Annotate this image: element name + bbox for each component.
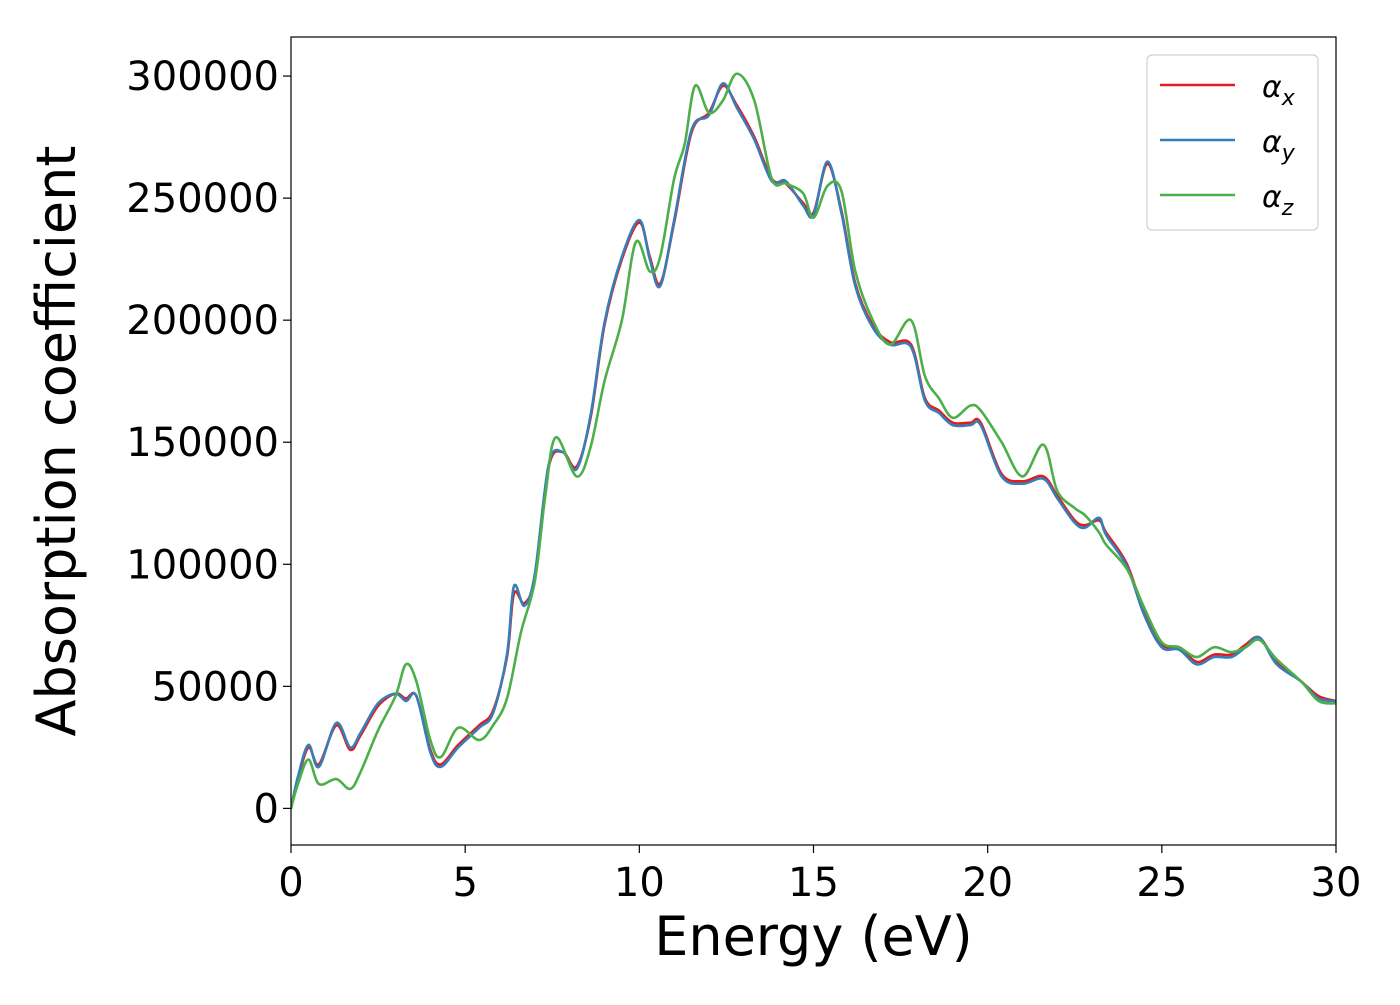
x-tick-label: 0 — [278, 860, 303, 906]
legend-label-subscript: x — [1281, 86, 1296, 111]
legend-label-z: αz — [1262, 180, 1294, 221]
legend-label-subscript: y — [1281, 141, 1296, 166]
y-tick-label: 300000 — [126, 54, 279, 100]
y-tick-label: 100000 — [126, 542, 279, 588]
legend-label-subscript: z — [1281, 196, 1294, 221]
y-axis-ticks: 0 50000 100000 150000 200000 250000 300000 — [126, 54, 291, 832]
x-tick-label: 10 — [614, 860, 665, 906]
x-tick-label: 25 — [1136, 860, 1187, 906]
series-layer — [291, 72, 1336, 810]
x-tick-label: 5 — [452, 860, 477, 906]
y-tick-label: 50000 — [152, 664, 279, 710]
y-tick-label: 250000 — [126, 176, 279, 222]
legend-label-symbol: α — [1262, 180, 1282, 215]
x-tick-label: 30 — [1311, 860, 1362, 906]
x-axis-title: Energy (eV) — [654, 905, 973, 968]
y-tick-label: 150000 — [126, 420, 279, 466]
legend-box — [1146, 54, 1319, 231]
legend-label-x: αx — [1262, 70, 1296, 111]
x-tick-label: 20 — [962, 860, 1013, 906]
series-line-z — [291, 72, 1336, 810]
x-axis-ticks: 0 5 10 15 20 25 30 — [278, 845, 1361, 906]
legend-label-y: αy — [1262, 125, 1296, 166]
legend-label-symbol: α — [1262, 70, 1282, 105]
y-tick-label: 200000 — [126, 298, 279, 344]
x-tick-label: 15 — [788, 860, 839, 906]
y-axis-title: Absorption coefficient — [25, 146, 88, 737]
y-tick-label: 0 — [254, 786, 279, 832]
legend-label-symbol: α — [1262, 125, 1282, 160]
